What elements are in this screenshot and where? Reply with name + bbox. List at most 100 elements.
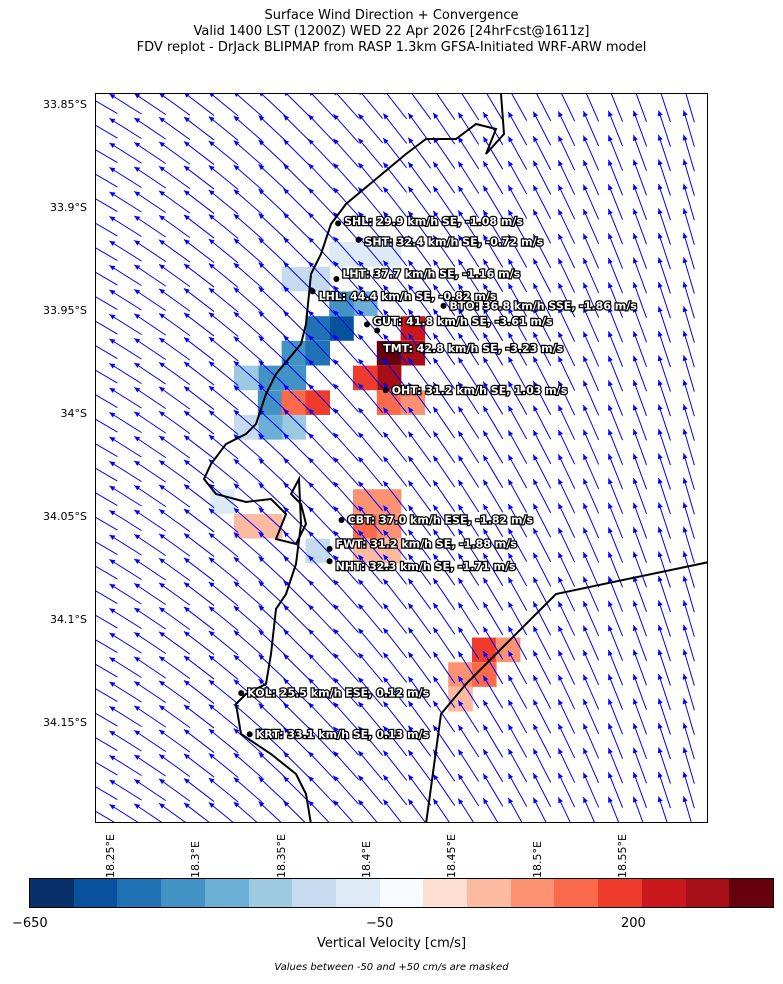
wind-arrow xyxy=(357,432,384,462)
wind-arrow xyxy=(557,331,576,367)
wind-arrow xyxy=(532,527,552,563)
wind-arrow xyxy=(233,630,263,656)
wind-arrow xyxy=(133,264,167,287)
wind-arrow xyxy=(308,481,335,511)
wind-arrow xyxy=(208,581,239,607)
wind-arrow xyxy=(582,257,600,294)
station-marker[interactable]: BTO: 36.8 km/h SSE, -1.86 m/s xyxy=(440,298,639,314)
wind-arrow xyxy=(482,454,504,489)
wind-arrow xyxy=(382,505,408,536)
wind-arrow xyxy=(407,504,432,537)
station-marker[interactable]: OHT: 31.2 km/h SE, 1.03 m/s xyxy=(382,383,569,398)
wind-arrow xyxy=(208,312,239,337)
map-panel: SHL: 29.9 km/h SE, -1.08 m/s SHT: 32.4 km… xyxy=(95,93,708,823)
wind-arrow xyxy=(557,405,576,440)
wind-arrow xyxy=(382,725,408,757)
wind-arrow xyxy=(96,590,118,605)
colorbar-swatch xyxy=(641,879,686,907)
wind-arrow xyxy=(357,554,384,585)
wind-arrow xyxy=(208,361,239,386)
wind-arrow xyxy=(457,136,480,170)
wind-arrow xyxy=(432,431,456,463)
lon-tick-label: 18.25°E xyxy=(104,834,117,878)
wind-arrow xyxy=(133,337,167,361)
wind-arrow xyxy=(308,555,335,584)
wind-arrow xyxy=(657,477,671,515)
wind-arrow xyxy=(582,551,600,588)
station-marker[interactable]: SHT: 32.4 km/h SE, -0.72 m/s xyxy=(355,234,545,250)
wind-arrow xyxy=(407,774,432,806)
wind-arrow xyxy=(657,404,671,441)
station-marker[interactable]: KRT: 33.1 km/h SE, 0.13 m/s xyxy=(246,727,431,742)
wind-arrow xyxy=(283,114,311,143)
wind-arrow xyxy=(682,355,695,392)
wind-arrow xyxy=(432,651,456,684)
wind-arrow xyxy=(208,189,239,215)
wind-arrow xyxy=(96,663,118,678)
wind-arrow xyxy=(682,698,695,735)
station-marker[interactable]: KOL: 25.5 km/h ESE, 0.12 m/s xyxy=(238,685,431,701)
wind-arrow xyxy=(133,386,167,410)
station-marker[interactable]: NHT: 32.3 km/h SE, -1.71 m/s xyxy=(326,558,517,574)
wind-arrow xyxy=(457,675,480,709)
wind-arrow xyxy=(557,429,576,465)
colorbar-swatch xyxy=(467,879,511,907)
wind-arrow xyxy=(133,754,167,777)
station-marker[interactable]: LHT: 37.7 km/h SE, -1.16 m/s xyxy=(333,266,522,283)
station-dot xyxy=(309,288,316,295)
wind-arrow xyxy=(109,803,139,822)
station-marker[interactable]: FWT: 31.2 km/h SE, -1.88 m/s xyxy=(326,536,519,552)
wind-arrow xyxy=(507,136,528,170)
wind-arrow xyxy=(682,330,695,368)
wind-arrow xyxy=(457,773,480,807)
wind-arrow xyxy=(432,602,456,635)
station-marker[interactable]: TMT: 42.8 km/h SE, -3.23 m/s xyxy=(374,327,565,356)
wind-arrow xyxy=(432,186,456,218)
wind-arrow xyxy=(208,287,239,313)
wind-arrow xyxy=(258,384,287,412)
wind-arrow xyxy=(133,533,167,557)
wind-arrow xyxy=(532,601,552,636)
wind-arrow xyxy=(457,308,480,341)
colorbar-tick: 200 xyxy=(621,916,646,931)
wind-arrow xyxy=(258,678,287,706)
wind-arrow xyxy=(532,356,552,391)
station-marker[interactable]: SHL: 29.9 km/h SE, -1.08 m/s xyxy=(335,214,525,229)
wind-arrow xyxy=(682,502,695,539)
wind-arrow xyxy=(359,94,384,119)
wind-arrow xyxy=(382,750,408,781)
wind-arrow xyxy=(332,750,360,781)
wind-arrow xyxy=(457,626,480,660)
wind-arrow xyxy=(357,652,384,683)
wind-arrow xyxy=(183,484,215,508)
wind-arrow xyxy=(432,529,456,561)
wind-arrow xyxy=(632,306,647,343)
wind-arrow xyxy=(109,583,142,605)
wind-arrow xyxy=(607,257,624,294)
wind-arrow xyxy=(233,532,263,558)
wind-arrow xyxy=(557,772,576,808)
wind-arrow xyxy=(96,712,118,727)
station-marker[interactable]: GUT: 41.8 km/h SE, -3.61 m/s xyxy=(364,314,554,329)
wind-arrow xyxy=(96,418,118,433)
wind-arrow xyxy=(657,355,671,392)
wind-arrow xyxy=(209,94,239,117)
wind-arrow xyxy=(407,529,432,561)
station-dot xyxy=(333,276,340,283)
wind-arrow xyxy=(133,631,167,655)
wind-arrow xyxy=(308,383,335,413)
wind-arrow xyxy=(607,429,624,465)
wind-arrow xyxy=(308,506,335,535)
wind-arrow xyxy=(96,271,118,286)
wind-arrow xyxy=(158,165,191,190)
wind-arrow xyxy=(233,556,263,583)
wind-arrow xyxy=(507,748,528,783)
station-marker[interactable]: LHL: 44.4 km/h SE, -0.82 m/s xyxy=(309,288,498,304)
wind-arrow xyxy=(382,554,408,585)
wind-arrow xyxy=(457,651,480,684)
wind-arrow xyxy=(607,600,624,637)
station-label: SHL: 29.9 km/h SE, -1.08 m/s xyxy=(344,215,523,228)
wind-arrow xyxy=(632,502,647,539)
station-marker[interactable]: CBT: 37.0 km/h ESE, -1.82 m/s xyxy=(338,512,535,528)
wind-arrow xyxy=(557,699,576,734)
